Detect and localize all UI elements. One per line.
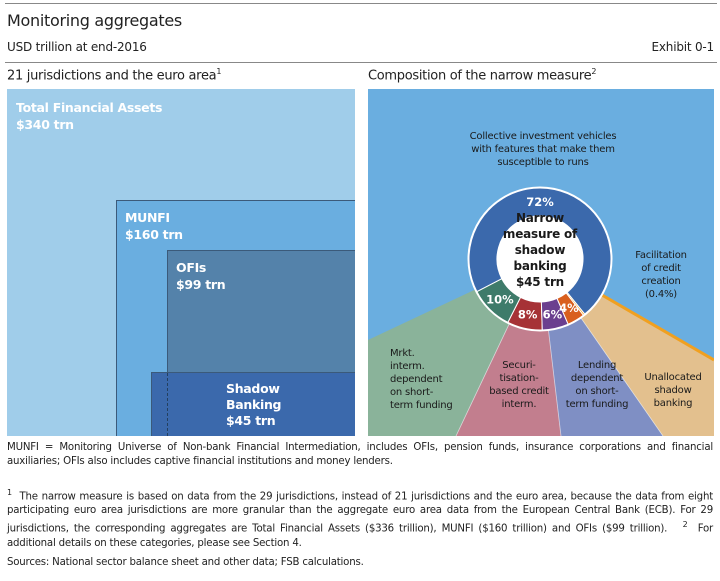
fac-line: of credit <box>641 263 681 274</box>
sources: Sources: National sector balance sheet a… <box>7 557 364 568</box>
fac-line: creation <box>641 276 681 287</box>
footnotes: 1 The narrow measure is based on data fr… <box>7 486 713 551</box>
footnote-ref: 2 <box>591 67 597 76</box>
shadow-name: Shadow Banking <box>226 381 282 412</box>
left-title-text: 21 jurisdictions and the euro area <box>7 68 217 84</box>
exhibit-number: Exhibit 0-1 <box>651 40 715 54</box>
fan-label-line: shadow <box>654 385 692 396</box>
fan-label-line: term funding <box>565 399 629 410</box>
securitisation-label: Securi-tisation-based credit interm. <box>486 359 552 411</box>
tfa-name: Total Financial Assets <box>16 100 163 115</box>
tfa-value: $340 trn <box>16 117 74 132</box>
fac-line: Facilitation <box>635 250 687 261</box>
ofis-label: OFIs $99 trn <box>176 259 226 293</box>
center-line: measure of <box>502 227 578 241</box>
lending-label: Lending dependent on short-term funding <box>556 359 638 411</box>
fan-label-line: term funding <box>390 400 453 411</box>
center-line: banking <box>513 259 567 273</box>
center-line: Narrow <box>515 211 565 225</box>
slice-label: 8% <box>518 308 538 322</box>
slice-label: 4% <box>559 301 579 315</box>
fan-label-line: tisation- <box>499 373 539 384</box>
ofi-dashed-edge <box>167 373 168 436</box>
fan-label-line: Mrkt. <box>390 348 415 359</box>
civ-line: susceptible to runs <box>497 157 589 168</box>
fan-label-line: Securi- <box>502 360 536 371</box>
slice-label: 72% <box>526 195 554 209</box>
fan-label-line: dependent <box>390 374 443 385</box>
munfi-name: MUNFI <box>125 210 170 225</box>
fan-label-line: based credit <box>489 386 549 397</box>
donut-chart: 10% 8% 6%4% 72% <box>368 186 714 436</box>
civ-line: with features that make them <box>471 144 615 155</box>
top-rule <box>5 3 717 4</box>
fan-label-line: dependent <box>570 373 624 384</box>
ofis-name: OFIs <box>176 260 207 275</box>
subtitle: USD trillion at end-2016 <box>7 40 147 54</box>
unallocated-label: Unallocated shadow banking <box>638 371 708 410</box>
shadow-banking-box: Shadow Banking $45 trn <box>151 372 355 436</box>
fan-label-line: Unallocated <box>644 372 702 383</box>
fan-label-line: on short- <box>390 387 434 398</box>
fan-label-line: Lending <box>577 360 617 371</box>
fan-label-line: interm. <box>390 361 425 372</box>
narrow-measure-diagram: 10% 8% 6% 4% 72% Collective investment vehic… <box>368 89 714 436</box>
footnote-1: The narrow measure is based on data from… <box>7 491 714 535</box>
ofis-value: $99 trn <box>176 277 226 292</box>
right-panel-title: Composition of the narrow measure2 <box>368 67 596 83</box>
tfa-label: Total Financial Assets $340 trn <box>16 99 162 133</box>
fan-label-line: on short- <box>575 386 619 397</box>
fn1-mark: 1 <box>7 488 12 497</box>
munfi-note: MUNFI = Monitoring Universe of Non-bank … <box>7 442 713 467</box>
mkt-interm-label: Mrkt. interm. dependent on short-term fundi… <box>390 347 453 412</box>
nested-boxes-diagram: Total Financial Assets $340 trn MUNFI $160… <box>7 89 355 436</box>
donut-hole <box>497 216 583 302</box>
civ-line: Collective investment vehicles <box>469 131 617 142</box>
slice-label: 10% <box>486 292 514 306</box>
munfi-value: $160 trn <box>125 227 183 242</box>
footnote-ref: 1 <box>216 67 222 76</box>
shadow-value: $45 trn <box>226 413 276 428</box>
fan-label-line: banking <box>653 398 693 409</box>
right-title-text: Composition of the narrow measure <box>368 68 592 84</box>
footnote-2: For additional details on these categori… <box>7 523 714 549</box>
fn2-mark: 2 <box>682 520 688 530</box>
facilitation-label: Facilitation of credit creation (0.4%) <box>616 249 706 301</box>
center-value: $45 trn <box>515 275 565 289</box>
slice-label: 6% <box>543 308 563 322</box>
fac-line: (0.4%) <box>644 289 677 300</box>
center-label: Narrow measure of shadow banking $45 trn <box>492 210 588 290</box>
header-rule <box>5 62 717 63</box>
page-title: Monitoring aggregates <box>7 11 182 30</box>
center-line: shadow <box>514 243 566 257</box>
civ-label: Collective investment vehicles with featu… <box>448 130 638 169</box>
left-panel-title: 21 jurisdictions and the euro area1 <box>7 67 221 83</box>
fan-label-line: interm. <box>501 399 537 410</box>
munfi-label: MUNFI $160 trn <box>125 209 183 243</box>
shadow-label: Shadow Banking $45 trn <box>226 381 286 429</box>
